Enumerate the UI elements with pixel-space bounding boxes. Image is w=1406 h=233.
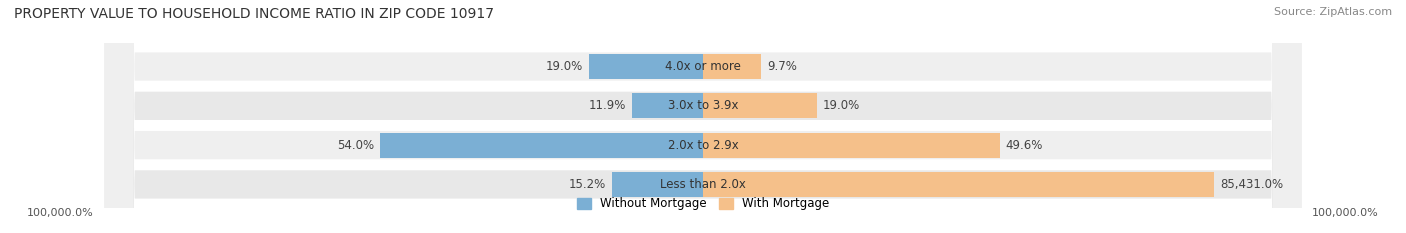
Bar	[612, 172, 703, 197]
Text: 100,000.0%: 100,000.0%	[27, 208, 94, 218]
Bar	[589, 54, 703, 79]
Text: 2.0x to 2.9x: 2.0x to 2.9x	[668, 139, 738, 152]
FancyBboxPatch shape	[104, 0, 1302, 233]
Text: 54.0%: 54.0%	[337, 139, 374, 152]
Text: PROPERTY VALUE TO HOUSEHOLD INCOME RATIO IN ZIP CODE 10917: PROPERTY VALUE TO HOUSEHOLD INCOME RATIO…	[14, 7, 494, 21]
FancyBboxPatch shape	[104, 0, 1302, 233]
Text: 9.7%: 9.7%	[768, 60, 797, 73]
Text: 49.6%: 49.6%	[1005, 139, 1043, 152]
Text: Source: ZipAtlas.com: Source: ZipAtlas.com	[1274, 7, 1392, 17]
Bar	[703, 133, 1000, 158]
Bar	[703, 93, 817, 118]
Text: 100,000.0%: 100,000.0%	[1312, 208, 1379, 218]
Bar	[631, 93, 703, 118]
Text: 4.0x or more: 4.0x or more	[665, 60, 741, 73]
Text: 19.0%: 19.0%	[823, 99, 860, 112]
Bar	[703, 172, 1215, 197]
Legend: Without Mortgage, With Mortgage: Without Mortgage, With Mortgage	[576, 197, 830, 210]
Text: 85,431.0%: 85,431.0%	[1220, 178, 1284, 191]
FancyBboxPatch shape	[104, 0, 1302, 233]
Bar	[380, 133, 703, 158]
FancyBboxPatch shape	[104, 0, 1302, 233]
Text: 3.0x to 3.9x: 3.0x to 3.9x	[668, 99, 738, 112]
Text: 19.0%: 19.0%	[546, 60, 583, 73]
Text: 11.9%: 11.9%	[589, 99, 626, 112]
Text: 15.2%: 15.2%	[569, 178, 606, 191]
Bar	[703, 54, 761, 79]
Text: Less than 2.0x: Less than 2.0x	[659, 178, 747, 191]
